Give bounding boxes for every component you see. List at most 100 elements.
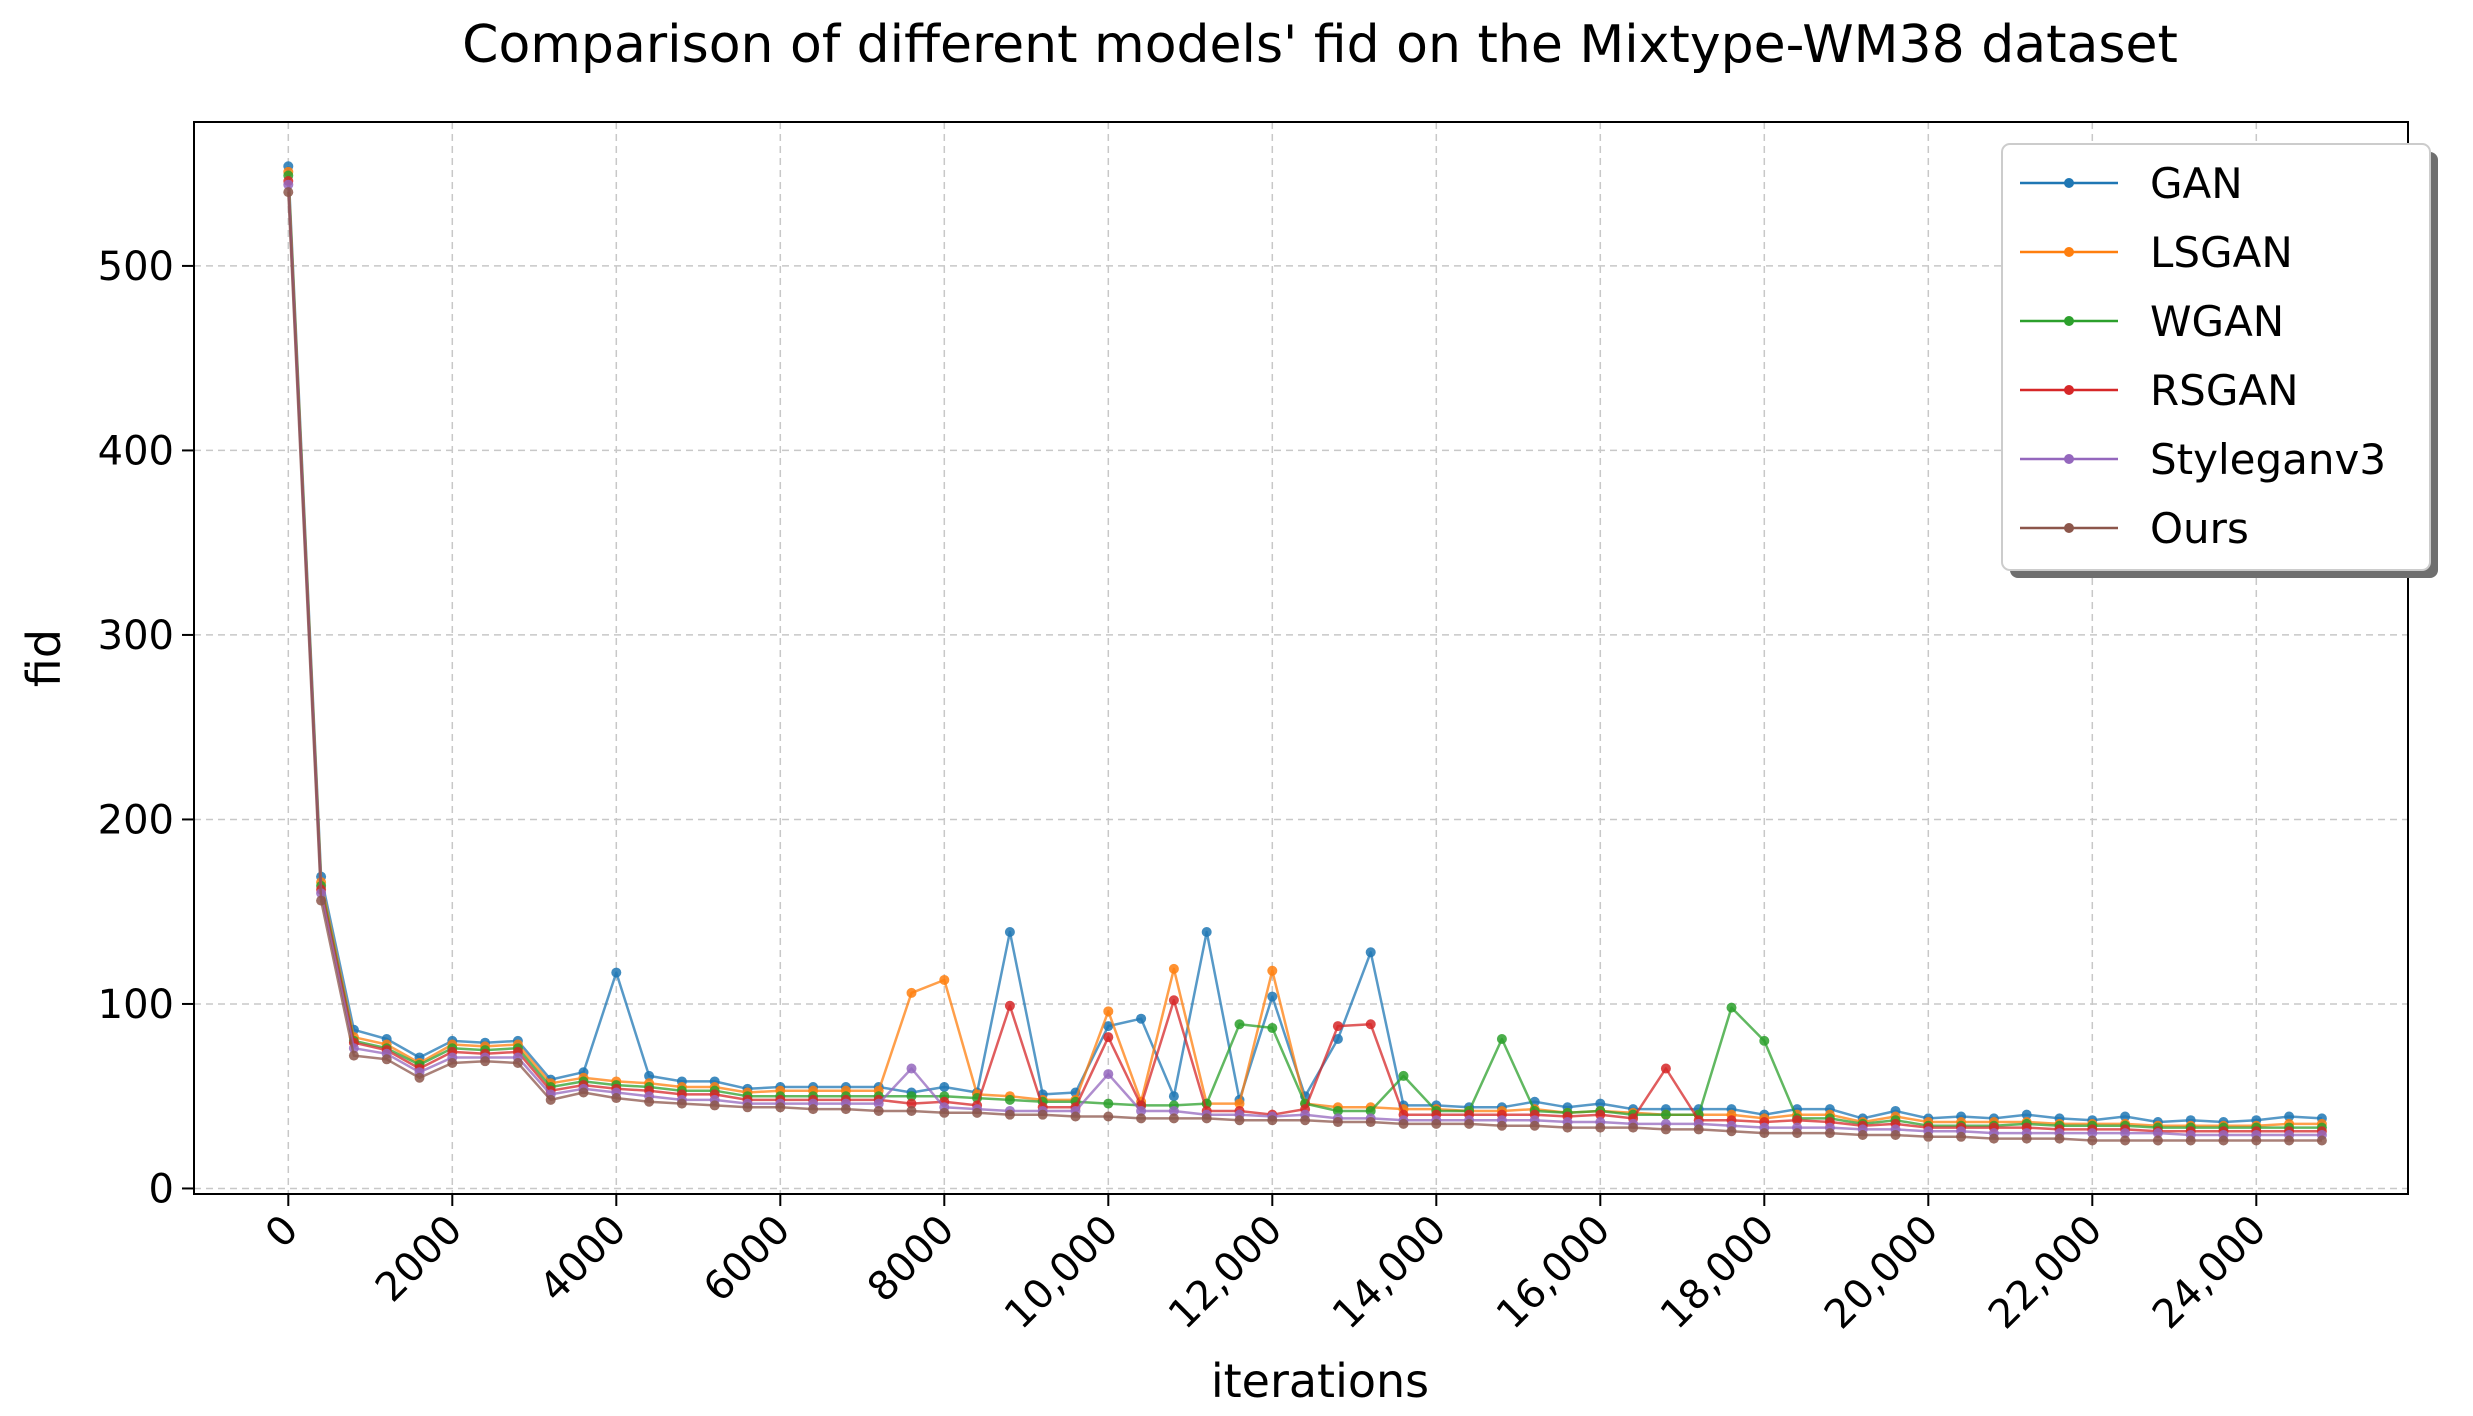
data-point — [1529, 1120, 1540, 1131]
data-point — [1792, 1128, 1803, 1139]
x-tick-label: 12,000 — [1160, 1207, 1291, 1338]
data-point — [2120, 1111, 2131, 1122]
x-tick-label: 2000 — [367, 1207, 472, 1312]
data-point — [972, 1107, 983, 1118]
data-point — [1267, 991, 1278, 1002]
data-point — [2087, 1135, 2098, 1146]
legend-marker — [2064, 454, 2074, 464]
data-point — [1004, 926, 1015, 937]
data-point — [447, 1057, 458, 1068]
data-point — [316, 895, 327, 906]
data-point — [1332, 1021, 1343, 1032]
data-point — [644, 1070, 655, 1081]
x-tick-label: 8000 — [859, 1207, 964, 1312]
data-point — [1431, 1118, 1442, 1129]
data-point — [906, 1105, 917, 1116]
data-point — [1496, 1034, 1507, 1045]
data-point — [1595, 1109, 1606, 1120]
data-point — [1824, 1128, 1835, 1139]
data-point — [1857, 1129, 1868, 1140]
data-point — [676, 1098, 687, 1109]
data-point — [1004, 1000, 1015, 1011]
data-point — [414, 1072, 425, 1083]
data-point — [1168, 1091, 1179, 1102]
data-point — [906, 987, 917, 998]
data-point — [939, 974, 950, 985]
data-point — [283, 187, 294, 198]
data-point — [1595, 1098, 1606, 1109]
data-point — [1103, 1032, 1114, 1043]
legend-label: Ours — [2150, 504, 2249, 553]
data-series — [283, 161, 2327, 1146]
data-point — [742, 1102, 753, 1113]
plot-frame — [193, 121, 2409, 1195]
y-tick-label: 200 — [98, 797, 174, 843]
data-point — [2185, 1135, 2196, 1146]
legend-marker — [2064, 385, 2074, 395]
x-tick-label: 20,000 — [1816, 1207, 1947, 1338]
legend-item-lsgan: LSGAN — [2020, 228, 2293, 277]
data-point — [1004, 1109, 1015, 1120]
data-point — [2054, 1133, 2065, 1144]
legend-marker — [2064, 247, 2074, 257]
legend-item-ours: Ours — [2020, 504, 2249, 553]
data-point — [1365, 1019, 1376, 1030]
x-tick-label: 18,000 — [1652, 1207, 1783, 1338]
data-point — [2152, 1135, 2163, 1146]
data-point — [1923, 1131, 1934, 1142]
y-tick-label: 0 — [149, 1166, 174, 1212]
data-point — [611, 1093, 622, 1104]
x-tick-label: 16,000 — [1488, 1207, 1619, 1338]
data-point — [1726, 1126, 1737, 1137]
x-axis-label: iterations — [1211, 1354, 1429, 1408]
data-point — [1988, 1133, 1999, 1144]
data-point — [1332, 1105, 1343, 1116]
data-point — [1136, 1113, 1147, 1124]
data-point — [1234, 1019, 1245, 1030]
data-point — [2021, 1109, 2032, 1120]
legend-item-wgan: WGAN — [2020, 297, 2284, 346]
data-point — [611, 967, 622, 978]
y-axis-label: fid — [17, 629, 71, 687]
data-point — [2251, 1135, 2262, 1146]
data-point — [709, 1100, 720, 1111]
x-tick-label: 6000 — [695, 1207, 800, 1312]
data-point — [2284, 1111, 2295, 1122]
data-point — [480, 1056, 491, 1067]
data-point — [808, 1104, 819, 1115]
data-point — [1267, 965, 1278, 976]
legend-item-rsgan: RSGAN — [2020, 366, 2299, 415]
data-point — [1398, 1070, 1409, 1081]
y-tick-label: 500 — [98, 244, 174, 290]
data-point — [1660, 1109, 1671, 1120]
data-point — [2021, 1133, 2032, 1144]
legend: GAN LSGAN WGAN RSGAN Styleganv3 Ours — [2001, 143, 2438, 578]
data-point — [1464, 1118, 1475, 1129]
data-point — [1660, 1063, 1671, 1074]
legend-label: RSGAN — [2150, 366, 2299, 415]
data-point — [1168, 1113, 1179, 1124]
legend-label: LSGAN — [2150, 228, 2293, 277]
legend-label: WGAN — [2150, 297, 2284, 346]
y-tick-label: 300 — [98, 613, 174, 659]
series-ours — [283, 187, 2327, 1146]
data-point — [1168, 995, 1179, 1006]
data-point — [1628, 1122, 1639, 1133]
data-point — [1660, 1124, 1671, 1135]
data-point — [1890, 1129, 1901, 1140]
data-point — [2284, 1135, 2295, 1146]
data-point — [775, 1102, 786, 1113]
data-point — [1595, 1122, 1606, 1133]
y-tick-label: 400 — [98, 428, 174, 474]
data-point — [1956, 1131, 1967, 1142]
legend-label: Styleganv3 — [2150, 435, 2386, 484]
data-point — [348, 1050, 359, 1061]
data-point — [1267, 1115, 1278, 1126]
data-point — [906, 1063, 917, 1074]
x-tick-label: 22,000 — [1980, 1207, 2111, 1338]
x-tick-label: 0 — [257, 1207, 308, 1258]
data-point — [1136, 1013, 1147, 1024]
x-tick-label: 4000 — [531, 1207, 636, 1312]
grid-lines — [194, 122, 2408, 1194]
data-point — [1037, 1109, 1048, 1120]
